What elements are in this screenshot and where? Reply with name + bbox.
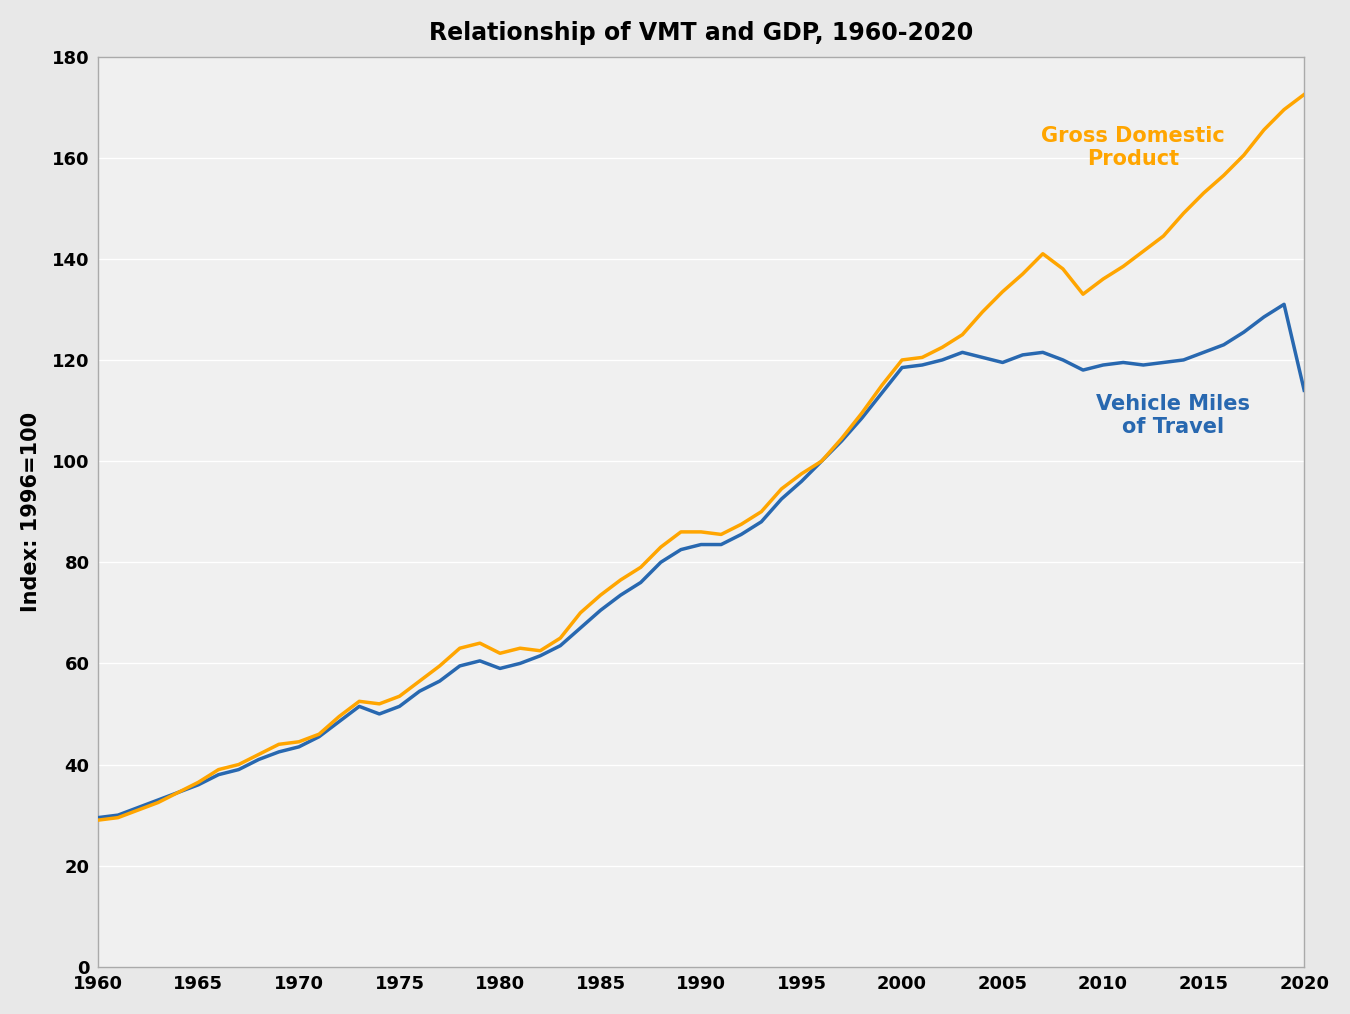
Y-axis label: Index: 1996=100: Index: 1996=100 xyxy=(20,412,40,611)
Title: Relationship of VMT and GDP, 1960-2020: Relationship of VMT and GDP, 1960-2020 xyxy=(429,21,973,45)
Text: Vehicle Miles
of Travel: Vehicle Miles of Travel xyxy=(1096,394,1250,437)
Text: Gross Domestic
Product: Gross Domestic Product xyxy=(1041,126,1226,169)
